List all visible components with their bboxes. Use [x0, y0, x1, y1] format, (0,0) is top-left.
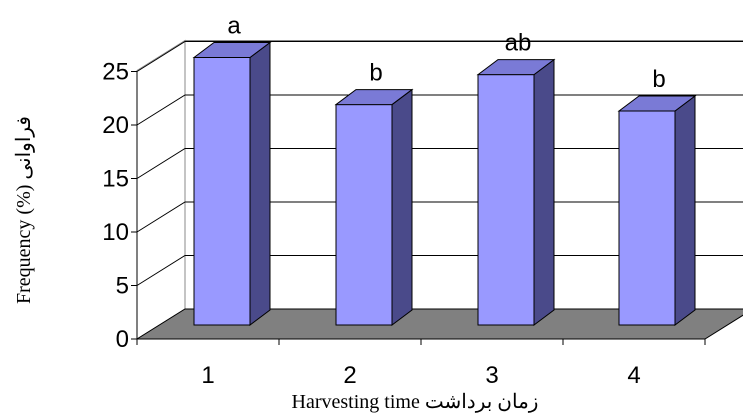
bar-front-face	[193, 57, 251, 326]
x-tick-label: 2	[343, 362, 356, 389]
x-tick-label: 3	[485, 362, 498, 389]
bar-front-face	[335, 104, 393, 326]
bar	[192, 41, 272, 326]
y-tick-label: 20	[102, 112, 129, 139]
x-tick-label: 1	[201, 362, 214, 389]
y-tick-labels: 0 5 10 15 20 25	[102, 59, 138, 353]
y-tick-label: 15	[102, 166, 129, 193]
side-wall	[136, 39, 186, 340]
bar-side-face	[674, 95, 696, 326]
y-tick-label: 10	[102, 219, 129, 246]
x-tick-label: 4	[627, 362, 640, 389]
bar-top-face	[334, 89, 414, 106]
bar-top-face	[476, 59, 556, 76]
significance-label: a	[227, 13, 241, 40]
gridline	[136, 41, 743, 72]
gridline	[136, 201, 743, 233]
bar-top-face	[617, 95, 697, 112]
bar-side-face	[249, 41, 271, 326]
bar-front-face	[618, 110, 676, 326]
bar	[617, 95, 697, 326]
bar-side-face	[391, 88, 413, 326]
x-tick-labels: 1 2 3 4	[136, 338, 706, 389]
y-tick-label: 25	[102, 59, 129, 86]
gridlines	[136, 41, 743, 286]
significance-label: b	[652, 66, 665, 93]
gridline	[136, 94, 743, 126]
bar-front-face	[477, 74, 535, 326]
bar-side-face	[533, 58, 555, 326]
bar	[476, 58, 556, 326]
bars	[192, 41, 697, 326]
x-axis-title: Harvesting time زمان برداشت	[292, 391, 539, 413]
bar	[334, 88, 414, 326]
y-axis-title: Frequency (%) فراوانی	[13, 116, 35, 304]
gridline	[136, 148, 743, 179]
significance-label: ab	[505, 30, 532, 57]
bar-top-face	[192, 42, 272, 58]
y-tick-label: 0	[116, 326, 129, 353]
y-tick-label: 5	[116, 273, 129, 300]
gridline	[136, 255, 743, 286]
significance-label: b	[369, 60, 382, 87]
